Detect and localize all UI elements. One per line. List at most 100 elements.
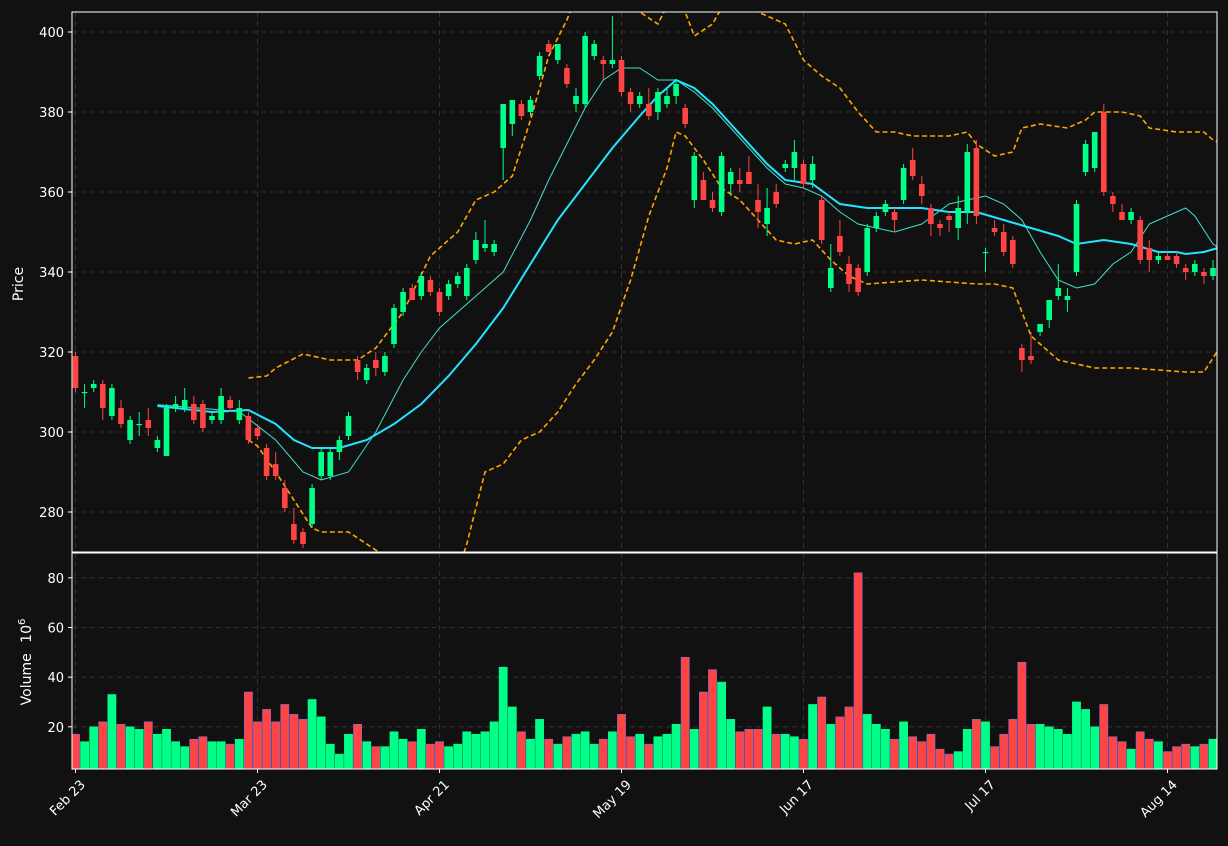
- candle-body: [1137, 220, 1143, 260]
- volume-bar: [471, 733, 481, 769]
- volume-bar: [1199, 743, 1209, 769]
- volume-bar: [462, 731, 472, 769]
- volume-bar: [98, 721, 108, 769]
- volume-bar: [171, 741, 180, 769]
- candle-body: [282, 488, 288, 508]
- candle-body: [837, 236, 843, 252]
- volume-bar: [207, 741, 217, 769]
- candle-body: [609, 60, 616, 64]
- volume-bar: [189, 738, 199, 769]
- candle-body: [100, 384, 106, 408]
- volume-bar: [353, 724, 362, 769]
- candle-body: [218, 396, 224, 420]
- volume-bar: [744, 728, 754, 769]
- price-tick-label: 400: [39, 26, 64, 41]
- slow-moving-average-line: [157, 78, 1217, 449]
- volume-bar: [908, 736, 918, 769]
- candle-body: [518, 104, 525, 116]
- candle-body: [636, 96, 643, 104]
- candle-body: [627, 92, 634, 104]
- volume-bar: [562, 736, 572, 769]
- candle-body: [791, 152, 798, 168]
- volume-bar: [1053, 728, 1063, 769]
- candle-body: [373, 360, 379, 368]
- candle-body: [1155, 256, 1162, 260]
- candle-body: [491, 244, 497, 252]
- candle-body: [782, 164, 789, 168]
- candle-body: [272, 464, 279, 476]
- candle-body: [227, 400, 233, 408]
- candle-body: [300, 532, 306, 544]
- candle-body: [673, 84, 679, 96]
- candle-body: [737, 180, 743, 184]
- volume-bar: [899, 721, 908, 769]
- candle-body: [172, 404, 179, 408]
- volume-bar: [571, 733, 581, 769]
- volume-bar: [425, 743, 435, 769]
- candle-body: [727, 172, 734, 184]
- candle-body: [818, 200, 825, 240]
- price-tick-label: 320: [39, 346, 64, 361]
- volume-bar: [325, 743, 335, 769]
- volume-bar: [80, 741, 89, 769]
- candle-body: [809, 164, 816, 180]
- candle-body: [154, 440, 161, 448]
- price-panel-frame: [71, 11, 1218, 553]
- volume-bar: [762, 706, 772, 769]
- volume-bar: [680, 656, 690, 769]
- volume-bar: [444, 746, 453, 769]
- volume-bar: [380, 746, 390, 769]
- volume-bar: [1181, 743, 1191, 769]
- price-tick-label: 380: [39, 106, 64, 121]
- volume-bar: [107, 694, 117, 769]
- candle-body: [1046, 300, 1052, 320]
- candle-body: [191, 404, 197, 420]
- x-tick-label: Feb 23: [47, 778, 89, 820]
- volume-axis-label-text: Volume: [19, 653, 35, 705]
- volume-bar: [1035, 724, 1045, 769]
- volume-bar: [553, 743, 563, 769]
- candle-body: [1119, 212, 1125, 220]
- volume-bar: [799, 738, 808, 769]
- volume-bar: [890, 738, 899, 769]
- volume-bar: [334, 753, 344, 769]
- candle-body: [700, 180, 707, 200]
- candle-body: [1010, 240, 1016, 264]
- volume-bar: [1081, 709, 1090, 769]
- volume-bar: [1135, 731, 1145, 769]
- x-tick-label: Jul 17: [962, 778, 999, 815]
- candle-body: [391, 308, 397, 344]
- volume-bar: [362, 741, 372, 769]
- volume-bar: [234, 738, 244, 769]
- candle-body: [655, 92, 661, 112]
- candle-body: [1073, 204, 1080, 272]
- candle-body: [72, 356, 79, 388]
- volume-axis-label-exponent: 6: [17, 619, 28, 625]
- candle-body: [1000, 232, 1007, 252]
- volume-bar: [653, 736, 663, 769]
- candle-body: [418, 276, 425, 296]
- candle-body: [127, 420, 133, 440]
- candle-body: [864, 228, 870, 272]
- candle-body: [882, 204, 889, 212]
- volume-bar: [735, 731, 745, 769]
- candle-body: [764, 208, 770, 224]
- volume-bar: [398, 738, 408, 769]
- volume-bar: [726, 719, 736, 769]
- grid-lines: [72, 12, 1217, 769]
- candle-body: [363, 368, 370, 380]
- volume-bar: [535, 719, 544, 769]
- candle-body: [1210, 268, 1216, 276]
- candle-body: [1064, 296, 1071, 300]
- candle-body: [336, 440, 343, 452]
- volume-bar: [708, 669, 717, 769]
- lower-band-line: [247, 130, 1217, 552]
- volume-bar: [971, 719, 981, 769]
- volume-bar: [407, 741, 417, 769]
- candle-body: [1101, 112, 1107, 192]
- candle-body: [1055, 288, 1062, 296]
- candle-body: [536, 56, 543, 76]
- candle-body: [90, 384, 97, 388]
- volume-bar: [1072, 701, 1081, 769]
